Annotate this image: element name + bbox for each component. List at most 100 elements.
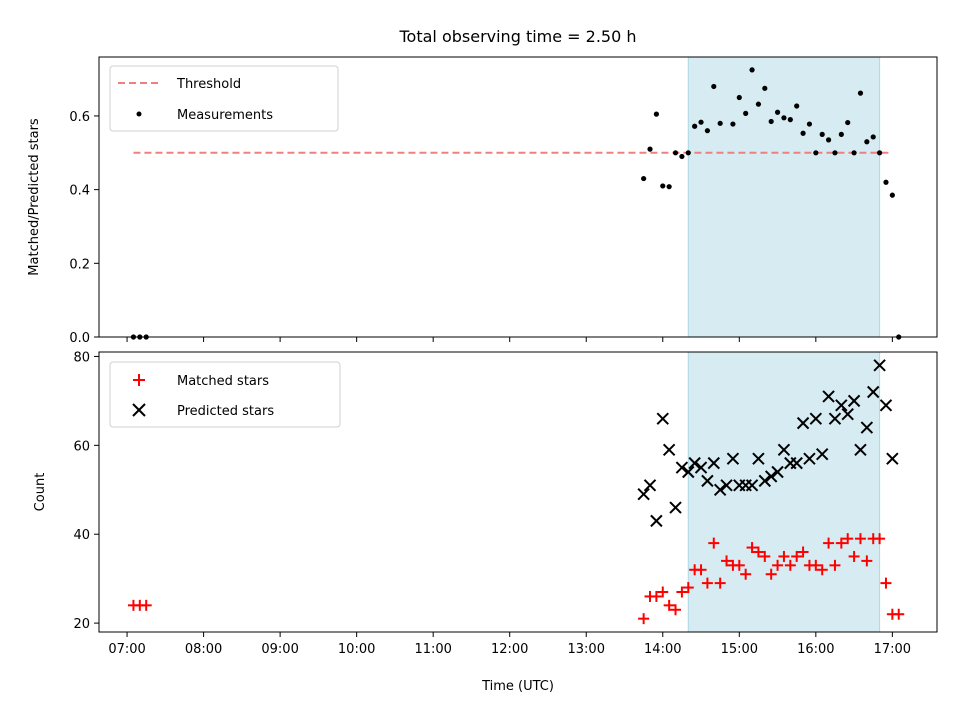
bottom-plot-frame xyxy=(98,351,938,633)
predicted-star-point xyxy=(669,501,682,514)
bottom-legend: Matched stars Predicted stars xyxy=(109,361,341,428)
predicted-legend-swatch xyxy=(132,403,146,417)
predicted-star-point xyxy=(860,421,874,434)
measurement-point xyxy=(672,150,679,156)
matched-star-point xyxy=(854,533,866,545)
measurement-point xyxy=(768,118,774,125)
measurement-point xyxy=(825,137,832,143)
predicted-star-point xyxy=(847,394,861,408)
measurement-point xyxy=(806,121,813,127)
top-y-tick-label: 0.2 xyxy=(69,257,90,272)
top-legend: Threshold Measurements xyxy=(109,65,339,132)
measurement-point xyxy=(883,179,889,185)
predicted-star-point xyxy=(682,465,695,479)
x-axis-label: Time (UTC) xyxy=(481,679,554,694)
predicted-star-point xyxy=(752,452,765,465)
bottom-x-tick-label: 13:00 xyxy=(568,642,605,657)
predicted-star-point xyxy=(688,456,701,470)
matched-star-point xyxy=(816,564,828,576)
bottom-y-axis-label: Count xyxy=(33,473,48,512)
bottom-x-tick-label: 08:00 xyxy=(185,642,222,657)
top-shaded-interval xyxy=(687,56,881,338)
matched-star-point xyxy=(829,559,841,571)
predicted-star-point xyxy=(745,479,759,492)
predicted-legend-label: Predicted stars xyxy=(177,404,274,419)
matched-star-point xyxy=(874,533,886,545)
matched-star-point xyxy=(695,564,707,576)
predicted-star-point xyxy=(643,479,657,492)
measurement-point xyxy=(857,90,864,96)
measurement-point xyxy=(864,139,870,145)
predicted-star-point xyxy=(828,412,842,425)
measurement-point xyxy=(711,83,717,90)
bottom-y-tick-label: 20 xyxy=(73,617,90,632)
bottom-x-tick-label: 14:00 xyxy=(644,642,681,657)
top-plot-frame xyxy=(98,56,938,338)
matched-star-point xyxy=(746,542,758,554)
bottom-x-tick-label: 15:00 xyxy=(721,642,758,657)
matched-star-point xyxy=(657,586,669,598)
predicted-star-point xyxy=(656,412,669,425)
measurements-series xyxy=(130,67,902,340)
predicted-star-point xyxy=(662,443,676,456)
predicted-star-point xyxy=(841,408,854,421)
predicted-star-point xyxy=(675,461,689,474)
measurement-point xyxy=(698,119,704,125)
bottom-y-tick-label: 40 xyxy=(73,528,90,543)
measurement-point xyxy=(889,192,895,198)
matched-star-point xyxy=(861,555,873,567)
matched-star-point xyxy=(701,577,713,589)
bottom-legend-box xyxy=(109,361,341,428)
matched-legend-label: Matched stars xyxy=(177,374,269,389)
predicted-star-point xyxy=(720,479,733,492)
bottom-y-tick-label: 80 xyxy=(73,350,90,365)
matched-star-point xyxy=(733,559,745,571)
matched-star-point xyxy=(638,613,650,625)
chart-title: Total observing time = 2.50 h xyxy=(398,27,636,46)
top-legend-box xyxy=(109,65,339,132)
measurement-point xyxy=(736,94,742,101)
matched-star-point xyxy=(708,537,720,549)
measurement-point xyxy=(749,67,755,73)
bottom-x-tick-label: 11:00 xyxy=(414,642,451,657)
matched-star-point xyxy=(848,550,860,562)
measurement-point xyxy=(743,110,749,116)
measurement-point xyxy=(781,115,787,121)
matched-star-point xyxy=(772,559,784,571)
measurement-point xyxy=(704,128,711,134)
bottom-x-tick-label: 10:00 xyxy=(338,642,375,657)
measurement-point xyxy=(851,150,857,156)
matched-star-point xyxy=(835,537,847,549)
top-y-tick-label: 0.6 xyxy=(69,110,90,125)
predicted-star-point xyxy=(777,443,791,456)
matched-star-point xyxy=(663,599,675,611)
predicted-star-point xyxy=(815,448,829,461)
matched-star-point xyxy=(140,599,152,611)
predicted-star-point xyxy=(726,452,740,465)
matched-star-point xyxy=(784,559,796,571)
matched-star-point xyxy=(880,577,892,589)
top-panel: 0.0 0.2 0.4 0.6 Matched/Predicted stars Thr… xyxy=(27,56,938,346)
predicted-star-point xyxy=(854,443,867,456)
matched-star-point xyxy=(759,550,771,562)
predicted-star-point xyxy=(835,399,848,412)
measurement-point xyxy=(832,150,838,156)
predicted-star-point xyxy=(873,359,886,372)
predicted-star-point xyxy=(790,456,803,470)
top-y-tick-label: 0.0 xyxy=(69,331,90,346)
matched-star-point xyxy=(670,604,682,616)
bottom-x-tick-label: 07:00 xyxy=(108,642,145,657)
predicted-star-point xyxy=(764,470,778,483)
predicted-star-point xyxy=(803,452,816,465)
predicted-star-point xyxy=(694,461,708,474)
measurement-point xyxy=(653,111,659,117)
matched-star-point xyxy=(676,586,688,598)
measurement-point xyxy=(787,117,793,123)
measurement-point xyxy=(800,130,806,136)
matched-star-point xyxy=(721,555,733,567)
top-y-axis-label: Matched/Predicted stars xyxy=(27,118,42,276)
predicted-star-point xyxy=(867,385,880,399)
predicted-stars-series xyxy=(637,359,899,528)
matched-star-point xyxy=(752,546,764,558)
